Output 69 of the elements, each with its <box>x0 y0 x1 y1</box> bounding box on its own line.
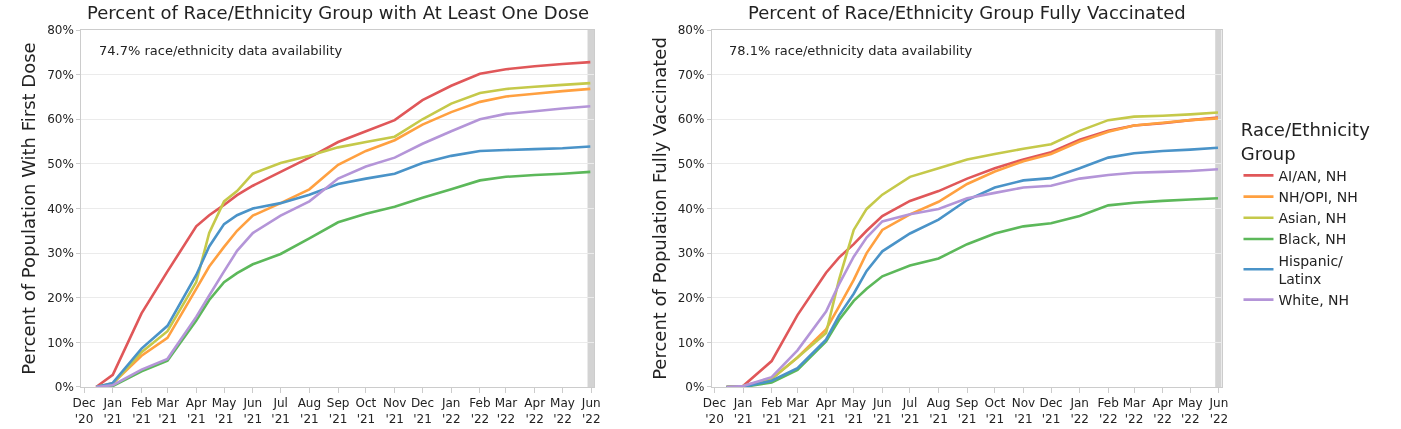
legend-label: Black, NH <box>1278 231 1347 248</box>
x-tick-label: Dec '21 <box>1039 396 1063 426</box>
x-tick-label: Apr '22 <box>1152 396 1174 426</box>
legend-label: Asian, NH <box>1278 210 1347 227</box>
x-tick-label: Nov '21 <box>1011 396 1036 426</box>
x-tick-label: Apr '21 <box>185 396 207 426</box>
x-tick-label: Dec '20 <box>72 396 96 426</box>
x-tick-label: Dec '20 <box>702 396 727 426</box>
legend-label: AI/AN, NH <box>1278 167 1347 184</box>
y-tick-label: 70% <box>47 67 74 82</box>
x-tick-label: Jun '22 <box>580 396 601 426</box>
x-tick-label: Sep '21 <box>326 396 350 426</box>
y-tick-label: 80% <box>47 23 74 38</box>
x-tick-label: Jan '21 <box>732 396 753 426</box>
y-tick-label: 80% <box>677 23 705 38</box>
y-tick-label: 40% <box>677 201 705 216</box>
x-tick-label: May '22 <box>1177 396 1203 426</box>
x-tick-label: Nov '21 <box>382 396 407 426</box>
x-tick-label: Mar '22 <box>494 396 518 426</box>
y-tick-label: 70% <box>677 67 705 82</box>
chart-title: Percent of Race/Ethnicity Group with At Least One Dose <box>87 2 590 23</box>
legend-title: Race/Ethnicity Group <box>1240 119 1371 164</box>
x-tick-label: May '22 <box>550 396 575 426</box>
y-tick-label: 0% <box>54 380 74 395</box>
x-tick-label: Mar '21 <box>156 396 179 426</box>
y-tick-label: 30% <box>677 246 705 261</box>
y-tick-label: 0% <box>685 380 705 395</box>
y-axis-title: Percent of Population Fully Vaccinated <box>648 37 670 380</box>
x-tick-label: Jul '21 <box>271 396 290 426</box>
y-tick-label: 10% <box>47 335 74 350</box>
x-tick-label: Jun '21 <box>242 396 263 426</box>
x-tick-label: Jan '22 <box>1069 396 1089 426</box>
x-tick-label: Aug '21 <box>297 396 322 426</box>
x-tick-label: Jun '22 <box>1208 396 1229 426</box>
x-tick-label: Jul '21 <box>900 396 920 426</box>
y-tick-label: 30% <box>47 246 74 261</box>
x-tick-label: Dec '21 <box>410 396 435 426</box>
x-tick-label: Apr '22 <box>524 396 546 426</box>
x-tick-label: Aug '21 <box>926 396 951 426</box>
x-tick-label: Jan '22 <box>440 396 461 426</box>
y-tick-label: 20% <box>47 290 74 305</box>
y-tick-label: 20% <box>677 290 705 305</box>
x-tick-label: Feb '21 <box>761 396 783 426</box>
x-tick-label: Apr '21 <box>815 396 837 426</box>
annotation: 78.1% race/ethnicity data availability <box>729 43 973 58</box>
annotation: 74.7% race/ethnicity data availability <box>99 43 343 58</box>
x-tick-label: Mar '21 <box>786 396 809 426</box>
chart-title: Percent of Race/Ethnicity Group Fully Vaccinated <box>748 2 1186 23</box>
x-tick-label: Feb '22 <box>469 396 491 426</box>
y-tick-label: 60% <box>47 112 74 127</box>
y-tick-label: 50% <box>677 157 705 172</box>
x-tick-label: Jan '21 <box>102 396 123 426</box>
x-tick-label: May '21 <box>211 396 237 426</box>
y-axis-title: Percent of Population With First Dose <box>18 42 40 375</box>
y-tick-label: 40% <box>47 201 74 216</box>
x-tick-label: Mar '22 <box>1122 396 1146 426</box>
x-tick-label: Feb '22 <box>1097 396 1119 426</box>
legend-label: Hispanic/ Latinx <box>1278 252 1344 287</box>
y-tick-label: 50% <box>47 157 74 172</box>
x-tick-label: Jun '21 <box>871 396 892 426</box>
legend-label: White, NH <box>1278 292 1350 309</box>
x-tick-label: Oct '21 <box>984 396 1006 426</box>
x-tick-label: Oct '21 <box>355 396 377 426</box>
x-tick-label: Feb '21 <box>130 396 153 426</box>
legend-label: NH/OPI, NH <box>1278 189 1358 206</box>
x-tick-label: Sep '21 <box>955 396 979 426</box>
y-tick-label: 10% <box>677 335 705 350</box>
y-tick-label: 60% <box>677 112 705 127</box>
x-tick-label: May '21 <box>841 396 867 426</box>
